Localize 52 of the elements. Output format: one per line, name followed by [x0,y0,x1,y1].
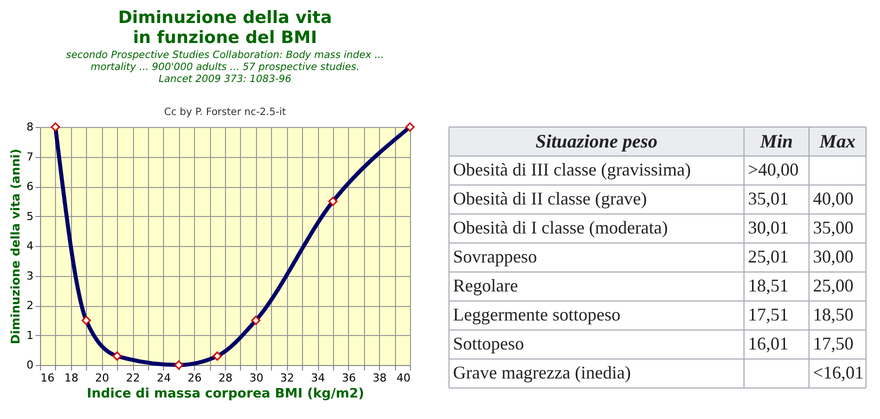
text: 30,01 [748,218,788,238]
category-label: Sovrappeso [453,246,537,266]
x-tick-label: 22 [126,372,140,384]
text: 35,01 [748,188,788,208]
y-tick-label: 6 [26,180,34,193]
text: 17,50 [813,334,854,354]
y-axis-title: Diminuzione della vita (anni) [8,148,22,344]
y-tick-label: 3 [26,269,34,282]
x-tick-label: 16 [40,372,54,384]
x-tick-label: 24 [156,372,171,384]
text: 25,00 [813,276,854,296]
y-tick-label: 4 [26,240,34,252]
x-tick-label: 32 [280,372,294,384]
x-tick-label: 18 [64,372,78,384]
category-label: Grave magrezza (inedia) [453,362,631,382]
category-label: Situazione peso [536,132,658,152]
category-label: Obesità di I classe (moderata) [453,218,668,238]
text: 16,01 [748,334,788,354]
chart-title: Diminuzione della vita in funzione del BMI [118,8,332,48]
text: 25,01 [748,246,788,266]
category-label: Regolare [453,276,518,296]
y-tick-label: 5 [26,210,34,223]
category-label: Obesità di III classe (gravissima) [453,160,691,180]
chart-subtitle: secondo Prospective Studies Collaboration: Body mass index ... mortality ... 900'000 adults ... 57 prospective studies. Lancet 2009 373: 1083-96 [66,50,384,85]
x-axis-title: Indice di massa corporea BMI (kg/m2) [86,386,364,402]
category-label: Obesità di II classe (grave) [453,188,647,208]
x-tick-label: 40 [396,372,410,384]
x-tick-label: 34 [311,372,325,384]
x-tick-label: 26 [188,372,202,384]
text: 18,51 [748,276,788,296]
text: >40,00 [748,160,799,180]
category-label: Sottopeso [453,334,524,354]
x-tick-label: 38 [372,372,387,384]
x-tick-label: 36 [342,372,356,384]
text: 35,00 [813,218,854,238]
x-tick-label: 28 [218,372,232,384]
y-tick-label: 0 [26,358,34,372]
text: 40,00 [813,188,854,208]
text: 18,50 [813,304,854,324]
text: 17,51 [748,304,788,324]
text: 30,00 [813,246,854,266]
y-tick-label: 1 [26,328,34,342]
y-tick-label: 7 [26,150,34,164]
x-tick-label: 30 [249,372,264,384]
y-tick-label: 2 [26,299,34,312]
y-tick-label: 8 [26,120,34,134]
text: <16,01 [813,362,864,382]
category-label: Max [818,132,856,152]
x-tick-label: 20 [95,372,110,384]
text: Cc by P. Forster nc-2.5-it [164,107,286,118]
category-label: Leggermente sottopeso [453,304,620,324]
category-label: Min [759,132,793,152]
